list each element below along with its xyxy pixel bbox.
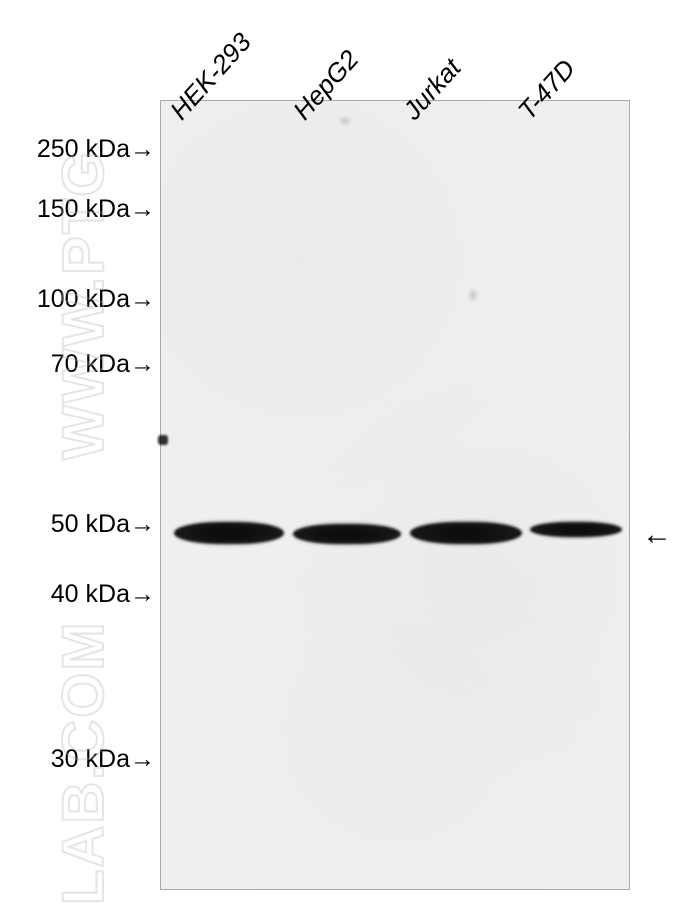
artifact-smudge-2 [470, 290, 476, 300]
mw-label-30: 30 kDa→ [51, 745, 155, 774]
mw-label-250: 250 kDa→ [37, 135, 155, 164]
blot-area [160, 100, 630, 890]
figure-container: HEK-293 HepG2 Jurkat T-47D 250 kDa→ 150 … [0, 0, 680, 903]
band-lane-2 [293, 524, 401, 544]
band-lane-1 [174, 522, 284, 544]
mw-label-40: 40 kDa→ [51, 580, 155, 609]
mw-label-50: 50 kDa→ [51, 510, 155, 539]
mw-label-150: 150 kDa→ [37, 195, 155, 224]
target-arrow-icon: ← [642, 518, 672, 552]
band-lane-4 [530, 522, 622, 537]
artifact-edge-spot [158, 435, 168, 445]
mw-label-100: 100 kDa→ [37, 285, 155, 314]
mw-label-70: 70 kDa→ [51, 350, 155, 379]
artifact-smudge-1 [340, 118, 350, 124]
blot-noise [161, 101, 629, 889]
band-lane-3 [410, 522, 522, 544]
